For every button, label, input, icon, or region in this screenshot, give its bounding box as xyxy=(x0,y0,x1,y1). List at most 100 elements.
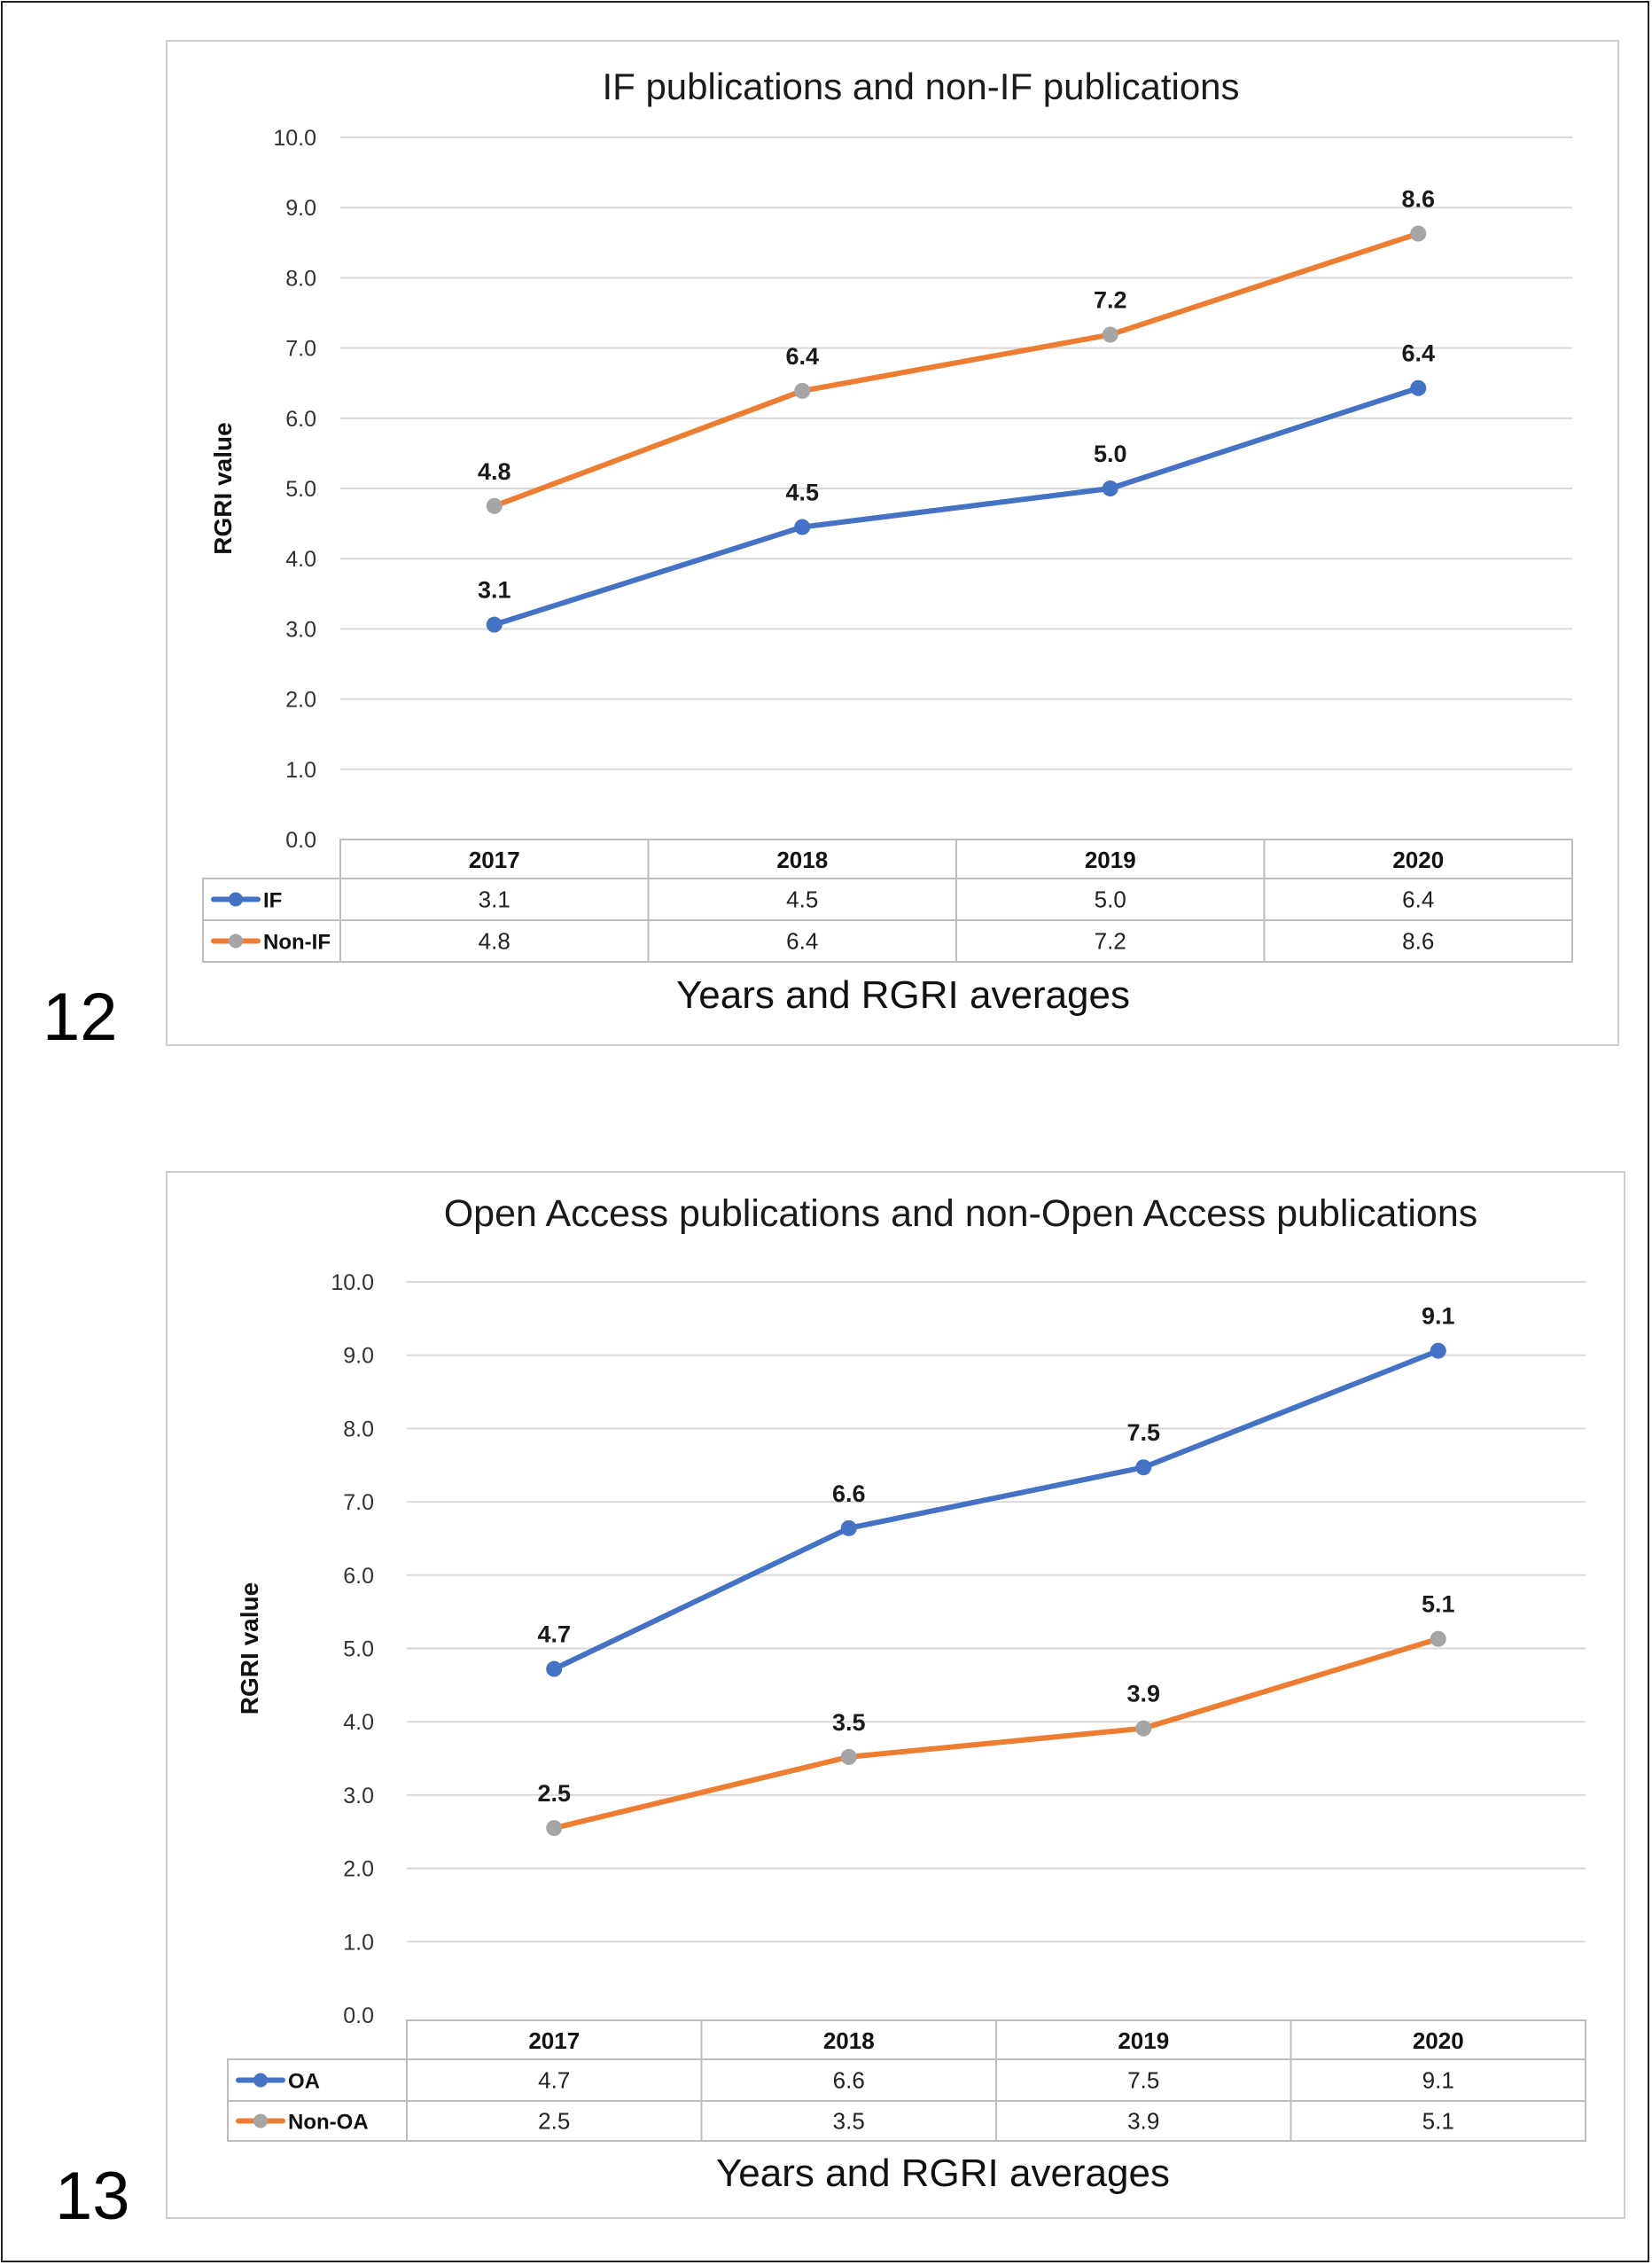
table-header-year: 2018 xyxy=(823,2027,875,2054)
table-header-year: 2019 xyxy=(1118,2027,1169,2054)
data-point xyxy=(1135,1459,1152,1476)
y-tick-label: 2.0 xyxy=(285,688,316,713)
data-label: 6.4 xyxy=(785,343,819,370)
data-label: 5.1 xyxy=(1422,1591,1455,1618)
data-label: 3.9 xyxy=(1126,1681,1160,1707)
chart-oa-vs-non-oa: Open Access publications and non-Open Ac… xyxy=(227,1192,1586,2195)
table-header-year: 2019 xyxy=(1085,847,1136,873)
data-point xyxy=(486,616,503,633)
legend-marker xyxy=(229,892,243,907)
table-cell-value: 4.5 xyxy=(786,886,818,913)
data-point xyxy=(1430,1342,1446,1359)
table-cell-value: 6.4 xyxy=(1402,886,1434,913)
chart-panel-oa: Open Access publications and non-Open Ac… xyxy=(166,1171,1625,2219)
legend-marker xyxy=(229,933,243,949)
data-table: 2017 2018 2019 2020 OA 4.7 6.6 7.5 9.1 Non-OA 2.5 3… xyxy=(227,2019,1586,2142)
data-point xyxy=(1102,326,1118,343)
data-point xyxy=(794,382,811,399)
data-point xyxy=(1135,1720,1152,1737)
data-label: 3.1 xyxy=(478,577,511,604)
table-cell-value: 3.5 xyxy=(833,2108,865,2135)
data-point xyxy=(840,1519,857,1536)
chart-panel-if: IF publications and non-IF publications 0… xyxy=(166,40,1619,1046)
y-tick-label: 6.0 xyxy=(343,1564,374,1589)
table-cell-value: 7.5 xyxy=(1127,2067,1159,2094)
y-tick-label: 2.0 xyxy=(343,1857,374,1882)
table-cell-value: 4.7 xyxy=(538,2067,570,2094)
table-cell-value: 3.1 xyxy=(479,886,510,913)
y-tick-label: 6.0 xyxy=(285,407,316,432)
y-tick-label: 0.0 xyxy=(343,2003,374,2028)
data-point xyxy=(1410,225,1427,242)
y-tick-label: 7.0 xyxy=(343,1490,374,1515)
x-axis-label: Years and RGRI averages xyxy=(716,2152,1170,2195)
chart-title: Open Access publications and non-Open Ac… xyxy=(444,1192,1478,1235)
data-label: 7.2 xyxy=(1094,287,1127,314)
data-label: 4.8 xyxy=(478,458,511,485)
y-tick-label: 1.0 xyxy=(285,758,316,783)
legend-entry: OA xyxy=(288,2070,320,2094)
table-header-year: 2018 xyxy=(776,847,828,873)
y-tick-label: 4.0 xyxy=(343,1710,374,1735)
y-tick-label: 9.0 xyxy=(285,196,316,221)
y-tick-label: 8.0 xyxy=(285,266,316,291)
chart-title: IF publications and non-IF publications xyxy=(602,66,1239,107)
data-label: 4.5 xyxy=(785,480,819,506)
table-cell-value: 4.8 xyxy=(479,928,510,955)
y-tick-label: 0.0 xyxy=(285,828,316,853)
data-point xyxy=(546,1820,563,1837)
figure-number-12: 12 xyxy=(43,980,118,1055)
legend-entry: Non-IF xyxy=(263,931,331,955)
data-point xyxy=(1430,1630,1446,1647)
legend-entry: Non-OA xyxy=(288,2111,369,2135)
table-cell-value: 6.6 xyxy=(833,2067,865,2094)
table-header-year: 2020 xyxy=(1392,847,1444,873)
data-table: 2017 2018 2019 2020 IF 3.1 4.5 5.0 6.4 Non-IF 4.8 6… xyxy=(202,839,1573,963)
data-label: 2.5 xyxy=(537,1780,571,1807)
y-tick-label: 3.0 xyxy=(285,617,316,642)
table-header-year: 2017 xyxy=(469,847,520,873)
table-cell-value: 7.2 xyxy=(1095,928,1126,955)
legend-marker xyxy=(253,2113,268,2128)
y-tick-label: 5.0 xyxy=(285,477,316,502)
y-tick-label: 4.0 xyxy=(285,547,316,572)
data-point xyxy=(1410,379,1427,396)
data-label: 6.6 xyxy=(832,1480,866,1507)
data-point xyxy=(546,1660,563,1677)
chart-if-vs-non-if: IF publications and non-IF publications 0… xyxy=(202,66,1573,1017)
table-cell-value: 6.4 xyxy=(786,928,818,955)
series-line-non-oa xyxy=(551,1636,1441,1832)
table-cell-value: 8.6 xyxy=(1402,928,1434,955)
y-tick-label: 8.0 xyxy=(343,1417,374,1441)
table-cell-value: 3.9 xyxy=(1127,2108,1159,2135)
y-tick-label: 3.0 xyxy=(343,1784,374,1808)
data-point xyxy=(1102,480,1118,496)
y-axis-label: RGRI value xyxy=(236,1582,263,1714)
data-point xyxy=(840,1748,857,1765)
figure-number-13: 13 xyxy=(55,2159,130,2234)
y-tick-label: 1.0 xyxy=(343,1930,374,1955)
series-line-if xyxy=(491,385,1422,628)
data-point xyxy=(794,519,811,535)
data-label: 8.6 xyxy=(1401,186,1435,213)
data-label: 6.4 xyxy=(1401,340,1435,367)
table-cell-value: 5.1 xyxy=(1422,2108,1454,2135)
data-label: 7.5 xyxy=(1126,1419,1160,1446)
data-label: 3.5 xyxy=(832,1709,866,1736)
data-point xyxy=(486,497,503,514)
table-cell-value: 5.0 xyxy=(1095,886,1126,913)
data-label: 5.0 xyxy=(1094,441,1127,467)
table-header-year: 2020 xyxy=(1413,2027,1464,2054)
y-tick-label: 5.0 xyxy=(343,1637,374,1662)
table-header-year: 2017 xyxy=(528,2027,580,2054)
y-tick-label: 9.0 xyxy=(343,1344,374,1369)
series-line-oa xyxy=(551,1347,1441,1672)
data-label: 4.7 xyxy=(537,1621,571,1648)
x-axis-label: Years and RGRI averages xyxy=(676,973,1130,1017)
y-axis-label: RGRI value xyxy=(209,422,237,554)
table-cell-value: 9.1 xyxy=(1422,2067,1454,2094)
legend-marker xyxy=(253,2073,268,2088)
series-line-non-if xyxy=(491,230,1422,509)
data-label: 9.1 xyxy=(1422,1303,1455,1330)
